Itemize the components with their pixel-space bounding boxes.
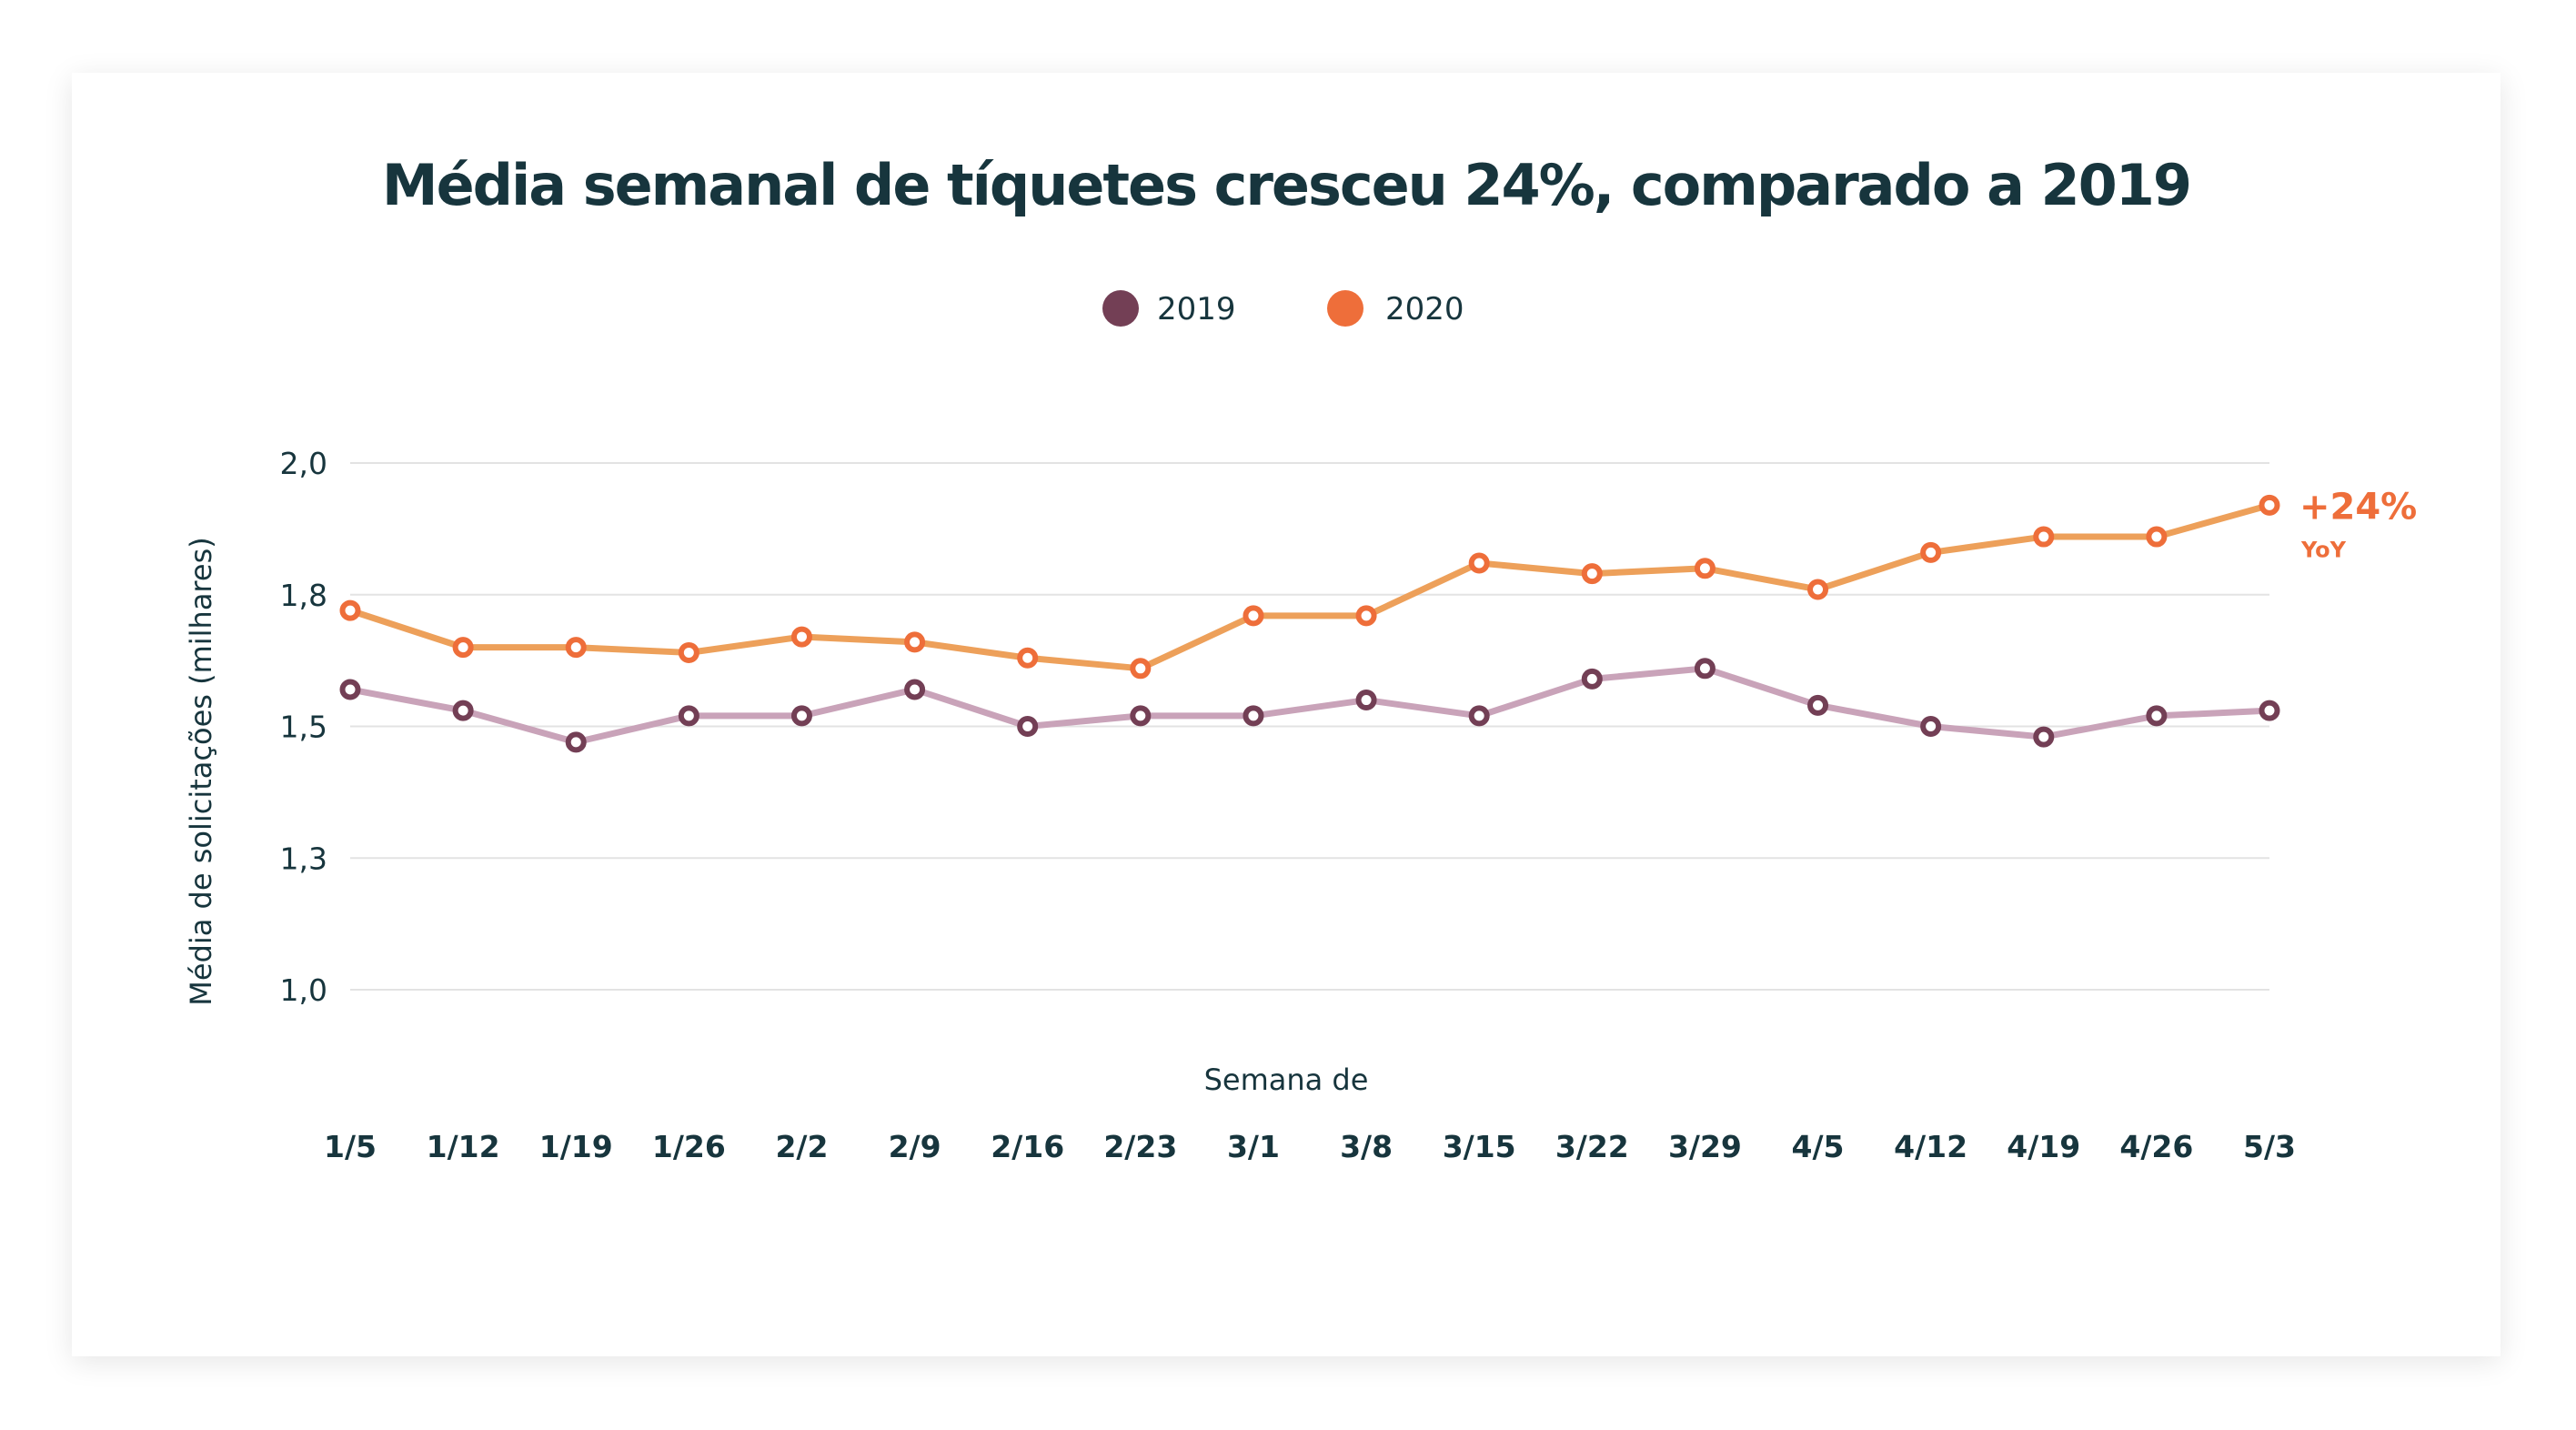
data-point-2019[interactable] [565, 731, 587, 753]
x-tick-label: 3/1 [1227, 1129, 1280, 1164]
legend: 2019 2020 [1102, 290, 1464, 327]
x-tick-label: 1/12 [427, 1129, 500, 1164]
data-point-2019[interactable] [452, 700, 474, 721]
data-point-2019[interactable] [1017, 716, 1039, 737]
data-point-2020[interactable] [1694, 558, 1716, 579]
legend-item-2020[interactable]: 2020 [1327, 290, 1464, 327]
data-point-2019[interactable] [2259, 700, 2280, 721]
legend-label-2019: 2019 [1157, 291, 1236, 327]
data-point-2019[interactable] [1130, 705, 1152, 727]
legend-label-2020: 2020 [1385, 291, 1464, 327]
x-tick-label: 4/12 [1894, 1129, 1967, 1164]
data-point-2020[interactable] [1130, 658, 1152, 680]
data-point-2019[interactable] [790, 705, 812, 727]
series-line-2020 [348, 501, 2270, 672]
x-tick-label: 2/23 [1103, 1129, 1177, 1164]
series-line-2019 [349, 665, 2270, 746]
y-tick-label: 2,0 [280, 446, 327, 481]
data-point-2019[interactable] [1920, 716, 1942, 737]
y-axis-ticks: 2,0 1,8 1,5 1,3 1,0 [280, 446, 327, 1008]
x-axis-ticks: 1/5 1/12 1/19 1/26 2/2 2/9 2/16 2/23 3/1 3/8 3/15 3… [324, 1129, 2296, 1164]
data-point-2019[interactable] [1581, 668, 1603, 690]
data-point-2019[interactable] [2146, 705, 2168, 727]
y-tick-label: 1,8 [280, 578, 327, 613]
data-point-2019[interactable] [2033, 726, 2055, 748]
x-tick-label: 3/8 [1340, 1129, 1393, 1164]
x-axis-label: Semana de [1204, 1062, 1369, 1097]
legend-marker-2020 [1327, 290, 1363, 327]
y-tick-label: 1,5 [280, 710, 327, 745]
x-tick-label: 3/22 [1555, 1129, 1629, 1164]
annotation-value: +24% [2299, 486, 2417, 528]
data-point-2020[interactable] [1355, 605, 1377, 627]
data-point-2019[interactable] [904, 679, 926, 700]
y-tick-label: 1,0 [280, 972, 327, 1008]
data-point-2020[interactable] [452, 637, 474, 659]
series-2020 [339, 494, 2280, 680]
x-tick-label: 2/16 [991, 1129, 1064, 1164]
data-point-2019[interactable] [1468, 705, 1490, 727]
data-point-2020[interactable] [790, 626, 812, 648]
legend-item-2019[interactable]: 2019 [1102, 290, 1236, 327]
series-2019 [339, 658, 2280, 753]
data-point-2020[interactable] [1581, 563, 1603, 585]
data-point-2019[interactable] [1355, 690, 1377, 711]
data-point-2020[interactable] [2033, 526, 2055, 548]
legend-marker-2019 [1102, 290, 1139, 327]
data-point-2020[interactable] [904, 631, 926, 653]
x-tick-label: 1/26 [652, 1129, 726, 1164]
data-point-2019[interactable] [1243, 705, 1264, 727]
data-point-2020[interactable] [678, 641, 699, 663]
chart-title: Média semanal de tíquetes cresceu 24%, c… [382, 152, 2190, 218]
x-tick-label: 4/19 [2007, 1129, 2080, 1164]
data-point-2019[interactable] [678, 705, 699, 727]
data-point-2020[interactable] [1807, 579, 1829, 600]
data-point-2020[interactable] [565, 637, 587, 659]
x-tick-label: 1/19 [539, 1129, 613, 1164]
data-point-2020[interactable] [1243, 605, 1264, 627]
x-tick-label: 4/26 [2119, 1129, 2193, 1164]
data-point-2019[interactable] [1694, 658, 1716, 680]
y-axis-label: Média de solicitações (milhares) [184, 537, 218, 1005]
data-point-2020[interactable] [1468, 552, 1490, 574]
data-point-2020[interactable] [1017, 647, 1039, 669]
series [339, 494, 2280, 753]
y-tick-label: 1,3 [280, 841, 327, 876]
annotation-yoy: +24% YoY [2299, 486, 2417, 562]
x-tick-label: 3/15 [1443, 1129, 1516, 1164]
x-tick-label: 4/5 [1792, 1129, 1845, 1164]
data-point-2019[interactable] [339, 679, 361, 700]
x-tick-label: 2/2 [775, 1129, 828, 1164]
data-point-2020[interactable] [2146, 526, 2168, 548]
x-tick-label: 2/9 [889, 1129, 941, 1164]
annotation-subtext: YoY [2300, 537, 2347, 562]
data-point-2020[interactable] [1920, 541, 1942, 563]
data-point-2019[interactable] [1807, 694, 1829, 716]
x-tick-label: 3/29 [1668, 1129, 1742, 1164]
x-tick-label: 5/3 [2243, 1129, 2296, 1164]
data-point-2020[interactable] [2259, 494, 2280, 516]
x-tick-label: 1/5 [324, 1129, 377, 1164]
data-point-2020[interactable] [339, 599, 361, 621]
